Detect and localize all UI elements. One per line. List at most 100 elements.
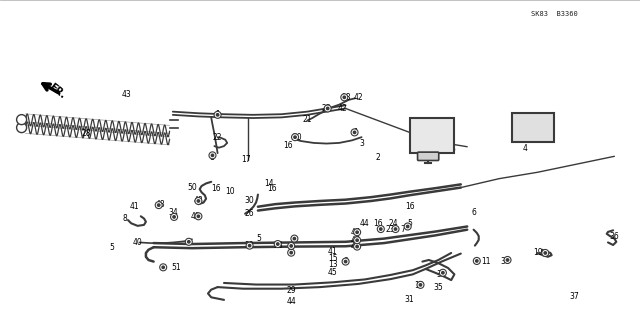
Circle shape: [343, 96, 346, 99]
Text: 23: 23: [385, 225, 396, 234]
Text: 16: 16: [283, 141, 293, 150]
Circle shape: [160, 264, 166, 271]
Text: 28: 28: [82, 130, 91, 138]
Circle shape: [157, 204, 160, 206]
Circle shape: [290, 251, 292, 254]
Text: 51: 51: [171, 263, 181, 272]
Circle shape: [197, 215, 200, 218]
Circle shape: [291, 235, 298, 242]
Circle shape: [195, 197, 202, 204]
Text: 41: 41: [129, 202, 140, 211]
Circle shape: [474, 257, 480, 264]
Text: 27: 27: [538, 136, 548, 145]
Circle shape: [186, 238, 192, 245]
Circle shape: [344, 260, 347, 263]
Circle shape: [380, 228, 382, 230]
Text: 17: 17: [241, 155, 252, 164]
Text: 1: 1: [215, 110, 220, 119]
Text: 37: 37: [570, 292, 580, 301]
Circle shape: [156, 202, 162, 209]
Text: 45: 45: [328, 268, 338, 277]
Circle shape: [353, 131, 356, 134]
Circle shape: [195, 213, 202, 220]
Text: 47: 47: [350, 228, 360, 237]
FancyBboxPatch shape: [410, 118, 454, 153]
Text: 3: 3: [359, 139, 364, 148]
Text: 48: 48: [190, 212, 200, 221]
Text: 44: 44: [360, 219, 370, 228]
Circle shape: [442, 271, 444, 274]
Text: 43: 43: [121, 90, 131, 99]
Circle shape: [356, 245, 358, 248]
Text: 42: 42: [337, 104, 348, 113]
Circle shape: [197, 200, 200, 202]
Text: 15: 15: [328, 254, 338, 263]
Text: 42: 42: [353, 93, 364, 102]
Text: SK83  B3360: SK83 B3360: [531, 11, 578, 17]
Text: 21: 21: [303, 115, 312, 124]
Circle shape: [293, 237, 296, 240]
Text: 5: 5: [109, 243, 115, 252]
Text: 25: 25: [321, 104, 332, 113]
Text: 49: 49: [350, 242, 360, 251]
Circle shape: [378, 226, 384, 233]
Circle shape: [214, 111, 221, 118]
Circle shape: [288, 242, 294, 249]
Circle shape: [417, 281, 424, 288]
Text: 5: 5: [257, 234, 262, 243]
Text: 29: 29: [286, 286, 296, 295]
Text: 22: 22: [213, 133, 222, 142]
Text: 7: 7: [401, 225, 406, 234]
Text: FR.: FR.: [47, 82, 67, 101]
Circle shape: [419, 284, 422, 286]
Circle shape: [542, 249, 548, 256]
Circle shape: [326, 107, 329, 110]
Text: 1: 1: [209, 153, 214, 162]
Text: 6: 6: [471, 208, 476, 217]
Circle shape: [342, 258, 349, 265]
Text: 13: 13: [328, 260, 338, 269]
Circle shape: [356, 239, 358, 241]
Text: 36: 36: [500, 257, 511, 266]
Text: 12: 12: [415, 281, 424, 290]
Text: 31: 31: [404, 295, 415, 304]
Circle shape: [173, 216, 175, 218]
Text: 16: 16: [404, 202, 415, 211]
Text: 38: 38: [523, 136, 533, 145]
Text: 47: 47: [350, 236, 360, 245]
Text: 30: 30: [244, 197, 255, 205]
Text: 40: 40: [132, 238, 143, 247]
Circle shape: [506, 259, 509, 261]
Circle shape: [406, 225, 409, 228]
Circle shape: [440, 269, 446, 276]
Text: 34: 34: [168, 208, 178, 217]
Text: 26: 26: [244, 209, 255, 218]
Circle shape: [294, 136, 296, 138]
FancyBboxPatch shape: [512, 113, 554, 142]
Circle shape: [392, 226, 399, 233]
Circle shape: [211, 154, 214, 157]
Text: 11: 11: [482, 257, 491, 266]
Text: 10: 10: [225, 187, 236, 196]
Circle shape: [246, 242, 253, 249]
Text: 35: 35: [433, 283, 444, 292]
Circle shape: [394, 228, 397, 230]
Text: 18: 18: [341, 93, 350, 102]
Text: 19: 19: [532, 249, 543, 257]
Text: 33: 33: [273, 241, 284, 250]
Circle shape: [216, 114, 219, 116]
Circle shape: [276, 243, 279, 245]
Text: 24: 24: [388, 219, 399, 228]
Circle shape: [544, 252, 547, 254]
Text: 16: 16: [372, 219, 383, 228]
Circle shape: [351, 129, 358, 136]
Text: 16: 16: [267, 184, 277, 193]
Text: 5: 5: [407, 219, 412, 228]
Circle shape: [354, 243, 360, 250]
Circle shape: [354, 229, 360, 236]
Text: 39: 39: [436, 270, 447, 279]
Circle shape: [17, 122, 27, 133]
Text: 36: 36: [609, 232, 620, 241]
Text: 44: 44: [286, 297, 296, 306]
Circle shape: [17, 115, 27, 125]
